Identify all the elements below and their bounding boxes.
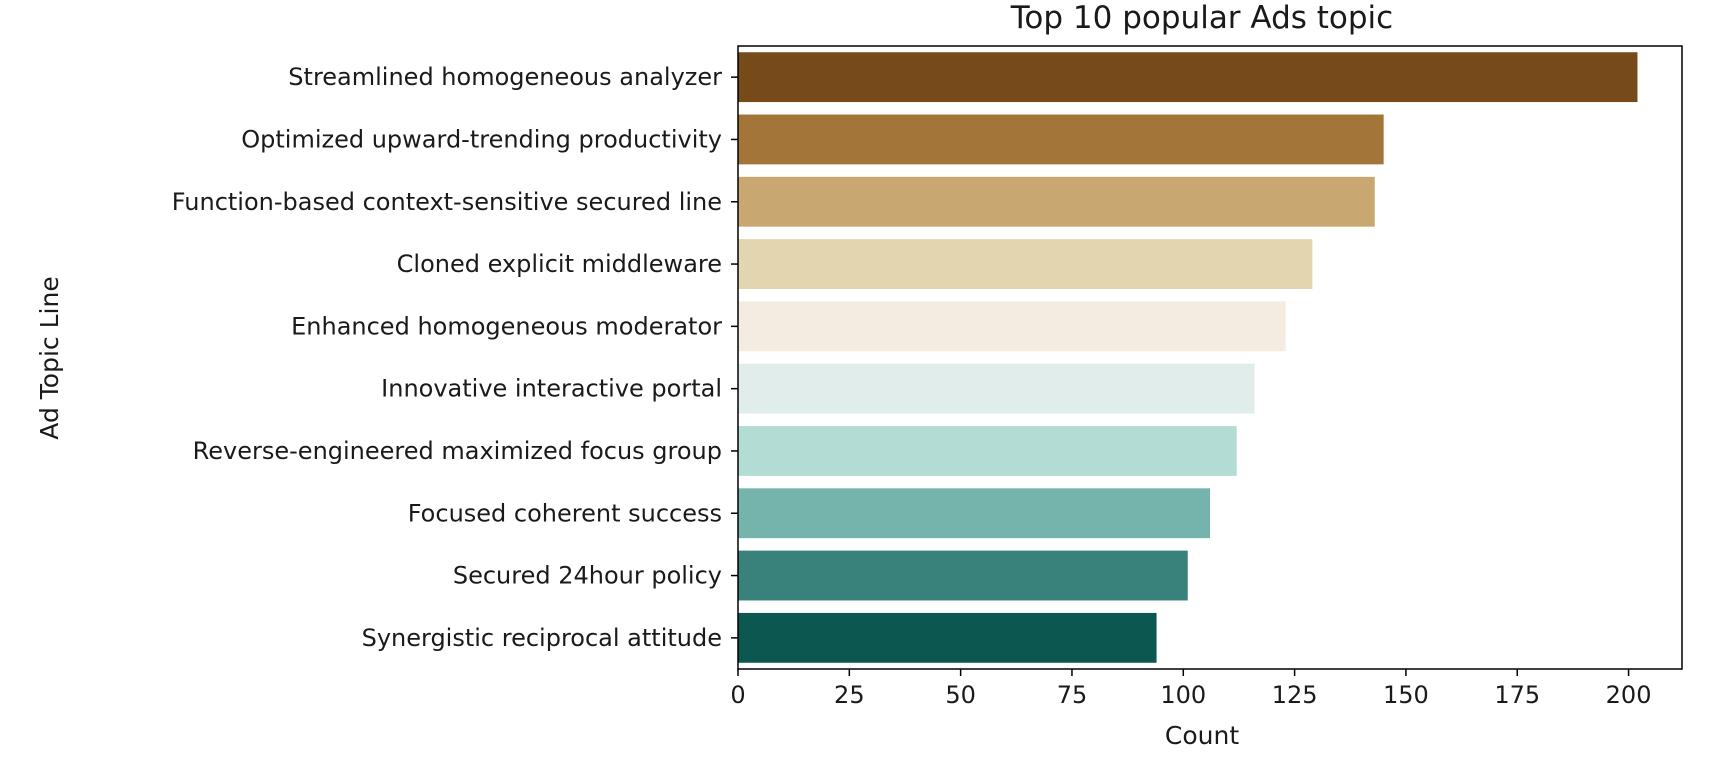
y-ticks-layer: Streamlined homogeneous analyzer Optimize…: [172, 63, 738, 652]
bar-8: [738, 550, 1188, 601]
x-tick-label: 175: [1494, 681, 1540, 709]
x-ticks-layer: 0 25 50 75 100 125 150 175 200: [730, 669, 1651, 709]
y-tick-label: Function-based context-sensitive secured…: [172, 188, 722, 216]
y-tick-label: Streamlined homogeneous analyzer: [288, 63, 722, 91]
bar-2: [738, 176, 1375, 227]
y-tick-label: Secured 24hour policy: [453, 562, 722, 590]
bar-3: [738, 239, 1313, 289]
x-tick-label: 25: [834, 681, 865, 709]
x-tick-label: 100: [1160, 681, 1206, 709]
x-axis-label: Count: [1165, 721, 1239, 750]
y-tick-label: Focused coherent success: [408, 499, 722, 527]
bar-0: [738, 52, 1638, 103]
y-tick-label: Enhanced homogeneous moderator: [291, 312, 722, 340]
bar-6: [738, 426, 1237, 476]
x-tick-label: 50: [945, 681, 976, 709]
x-tick-label: 200: [1606, 681, 1652, 709]
x-tick-label: 150: [1383, 681, 1429, 709]
bar-4: [738, 301, 1286, 352]
bar-1: [738, 114, 1384, 165]
y-tick-label: Reverse-engineered maximized focus group: [193, 437, 722, 465]
bar-7: [738, 488, 1210, 539]
bar-9: [738, 612, 1157, 663]
y-tick-label: Innovative interactive portal: [381, 375, 722, 403]
y-tick-label: Optimized upward-trending productivity: [241, 125, 722, 153]
plot-frame: [737, 45, 1683, 670]
y-tick-label: Cloned explicit middleware: [397, 250, 722, 278]
x-tick-label: 75: [1057, 681, 1088, 709]
chart-title: Top 10 popular Ads topic: [1010, 0, 1393, 36]
x-tick-label: 0: [730, 681, 745, 709]
y-tick-label: Synergistic reciprocal attitude: [362, 624, 722, 652]
bars-layer: [738, 52, 1638, 663]
y-axis-label: Ad Topic Line: [35, 276, 64, 439]
bar-5: [738, 363, 1255, 414]
x-tick-label: 125: [1272, 681, 1318, 709]
